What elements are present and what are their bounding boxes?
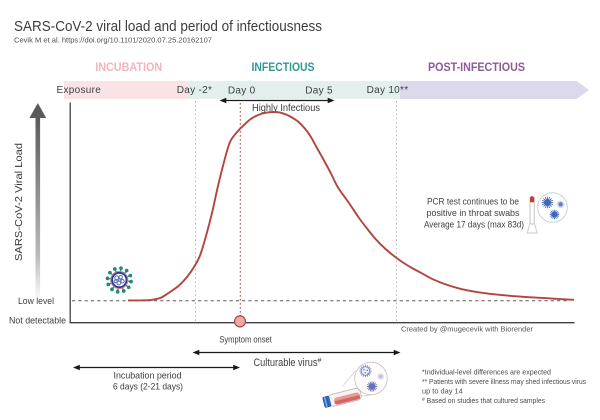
- svg-text:SARS-CoV-2 Viral Load: SARS-CoV-2 Viral Load: [13, 143, 25, 261]
- svg-text:Incubation period: Incubation period: [114, 371, 182, 382]
- svg-text:# Based on studies that cultur: # Based on studies that cultured samples: [422, 396, 545, 405]
- svg-text:** Patients with severe illnes: ** Patients with severe illness may shed…: [422, 377, 586, 386]
- svg-text:Exposure: Exposure: [57, 85, 102, 96]
- svg-text:Average 17 days (max 83d): Average 17 days (max 83d): [424, 220, 524, 230]
- svg-text:INCUBATION: INCUBATION: [95, 60, 162, 74]
- svg-text:Day -2*: Day -2*: [177, 85, 212, 96]
- svg-text:INFECTIOUS: INFECTIOUS: [252, 60, 315, 74]
- svg-text:6 days (2-21 days): 6 days (2-21 days): [113, 382, 183, 393]
- svg-text:Highly Infectious: Highly Infectious: [252, 103, 320, 114]
- svg-text:POST-INFECTIOUS: POST-INFECTIOUS: [428, 60, 525, 74]
- svg-text:Not detectable: Not detectable: [9, 315, 66, 326]
- svg-text:Day 5: Day 5: [305, 86, 333, 97]
- svg-text:PCR test continues to be: PCR test continues to be: [427, 197, 519, 207]
- svg-text:Low level: Low level: [18, 296, 54, 307]
- svg-text:SARS-CoV-2 viral load and peri: SARS-CoV-2 viral load and period of infe…: [14, 19, 322, 35]
- svg-text:Culturable virus#: Culturable virus#: [254, 357, 322, 369]
- svg-text:positive in throat swabs: positive in throat swabs: [427, 208, 520, 218]
- svg-text:Cevik M et al. https://doi.org: Cevik M et al. https://doi.org/10.1101/2…: [14, 36, 212, 45]
- svg-text:Day 0: Day 0: [228, 86, 256, 97]
- svg-text:up to day 14: up to day 14: [422, 387, 463, 396]
- svg-text:*Individual-level differences: *Individual-level differences are expect…: [422, 368, 551, 377]
- svg-text:Day 10**: Day 10**: [367, 85, 409, 96]
- svg-text:Symptom onset: Symptom onset: [219, 335, 272, 345]
- svg-text:Created by @mugecevik with Bio: Created by @mugecevik with Biorender: [401, 325, 533, 334]
